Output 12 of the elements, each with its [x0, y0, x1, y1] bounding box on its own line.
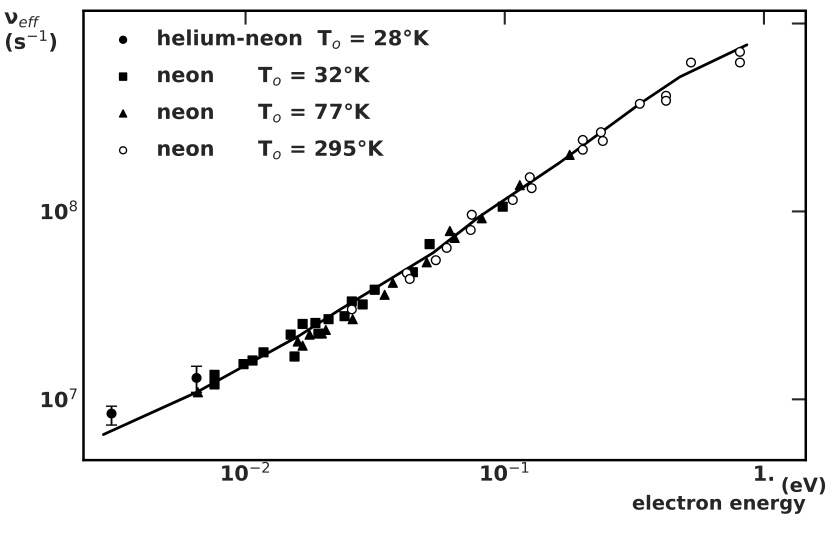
x-tick-label: 1.: [755, 466, 774, 481]
y-tick-label: 10$^{7}$: [42, 388, 77, 408]
y-axis-title: ν$_{eff}$ (s$^{−1}$): [4, 12, 56, 52]
x-axis-title: electron energy: [632, 494, 806, 514]
legend-label: helium-neon T$_{o}$ = 28°K: [158, 29, 430, 49]
legend-label: neon T$_{o}$ = 32°K: [158, 66, 370, 86]
legend-label: neon T$_{o}$ = 77°K: [158, 103, 371, 123]
x-tick-label: 10$^{−1}$: [481, 462, 528, 481]
text: (eV): [782, 477, 826, 494]
x-tick-label: 10$^{−2}$: [222, 462, 270, 481]
legend-label: neon T$_{o}$ = 295°K: [158, 140, 384, 160]
y-tick-label: 10$^{8}$: [42, 200, 77, 220]
